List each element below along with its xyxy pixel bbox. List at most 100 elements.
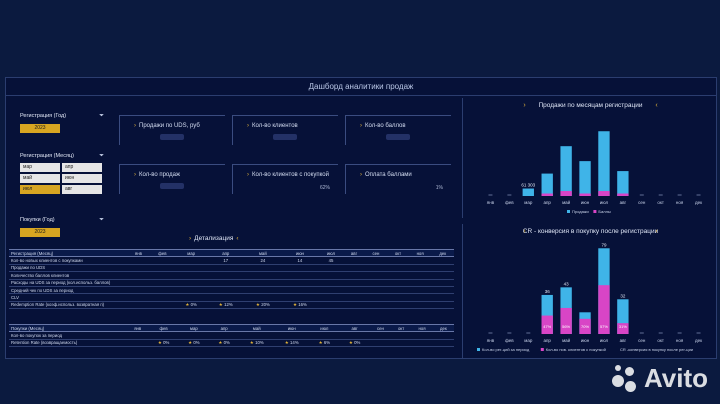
star-icon: ★ <box>284 339 291 345</box>
bar-series-2 <box>617 323 629 334</box>
month-chip-mar[interactable]: мар <box>20 163 60 172</box>
table-cell <box>281 279 319 287</box>
dashboard-title: Дашборд аналитики продаж <box>6 78 716 96</box>
x-tick-label: дек <box>695 338 702 343</box>
bar-series-2 <box>617 193 629 196</box>
kpi-redacted-value <box>273 134 297 140</box>
table-cell <box>318 279 344 287</box>
chevron-left-icon: ‹ <box>655 102 658 109</box>
table-cell <box>207 286 245 295</box>
filter-icon[interactable]: ⏷ <box>99 217 104 223</box>
filter-icon[interactable]: ⏷ <box>99 113 104 119</box>
table-cell <box>408 279 432 287</box>
table-cell <box>149 264 176 273</box>
filter-purch-year: Покупки (Год) ⏷ 2023 <box>20 217 104 237</box>
kpi-card-uds-sales: › Продажи по UDS, руб <box>119 115 225 145</box>
chevron-right-icon: › <box>523 228 526 235</box>
data-label: 32 <box>620 293 626 298</box>
table-cell <box>391 339 412 348</box>
table-cell: 17 <box>207 256 245 265</box>
table-cell: 45 <box>318 256 344 265</box>
table-cell <box>364 279 388 287</box>
table-cell <box>149 256 176 265</box>
month-chip-apr[interactable]: апр <box>62 163 102 172</box>
month-chip-jun[interactable]: июн <box>62 174 102 183</box>
chevron-right-icon: › <box>360 123 362 129</box>
table-cell: ★ 0% <box>175 301 208 310</box>
table-cell <box>411 331 433 340</box>
table-cell: 24 <box>244 256 282 265</box>
table-row: Средний чек по UDS за период <box>9 286 454 295</box>
kpi-card-sales-count: › Кол-во продаж <box>119 164 225 194</box>
table-cell <box>281 271 319 280</box>
month-chip-jul[interactable]: июл <box>20 185 60 194</box>
table-header-month: окт <box>387 248 409 258</box>
table-cell <box>318 301 344 310</box>
table-cell <box>343 286 365 295</box>
table-cell <box>339 331 370 340</box>
table-row: Redemption Rate (коэф.использ. возвратна… <box>9 301 454 310</box>
table-cell <box>387 301 409 310</box>
bar-series-1 <box>541 173 553 196</box>
x-tick-label: дек <box>695 200 702 205</box>
filter-icon[interactable]: ⏷ <box>99 153 104 159</box>
table-row: Кол-во покупок за период <box>9 331 454 340</box>
table-cell: 14 <box>281 256 319 265</box>
table-header-label: Покупки (Месяц) <box>9 323 127 333</box>
table-row: Кол-во новых клиентов с покупками 17 24 14 4… <box>9 256 454 265</box>
table-cell <box>369 331 392 340</box>
filter-reg-year-chip[interactable]: 2023 <box>20 124 60 133</box>
x-tick-label: ноя <box>676 338 684 343</box>
row-label: Redemption Rate (коэф.использ. возвратна… <box>9 301 127 310</box>
x-tick-label: фев <box>505 338 514 343</box>
row-label: Кол-во новых клиентов с покупками <box>9 256 127 265</box>
month-chip-aug[interactable]: авг <box>62 185 102 194</box>
table-cell <box>127 256 150 265</box>
legend-label: Продажи <box>572 209 589 214</box>
table-cell <box>387 271 409 280</box>
kpi-card-points: › Кол-во баллов <box>345 115 451 145</box>
kpi-value: 62% <box>319 185 330 191</box>
row-label: Расходы на UDS за период (кол.использ. б… <box>9 279 127 287</box>
table-cell <box>387 264 409 273</box>
x-tick-label: май <box>562 199 571 205</box>
table-header-month: дек <box>432 323 454 333</box>
chevron-right-icon: › <box>360 172 362 178</box>
bar-series-1 <box>522 188 534 196</box>
table-cell <box>207 279 245 287</box>
detail-table-purchases: Покупки (Месяц) янв фев мар апр май июн июл авг с… <box>9 323 454 348</box>
table-cell <box>318 293 344 302</box>
table-cell <box>175 293 208 302</box>
x-tick-label: ноя <box>676 200 684 205</box>
filter-purch-year-chip[interactable]: 2023 <box>20 228 60 237</box>
table-row: Количество баллов клиентов <box>9 271 454 280</box>
table-header-month: июн <box>274 323 310 333</box>
month-chip-may[interactable]: май <box>20 174 60 183</box>
table-cell <box>343 293 365 302</box>
detail-title: › Детализация ‹ <box>189 235 239 242</box>
chevron-right-icon: › <box>189 235 192 242</box>
legend-label: Кол-во рег-ций за период <box>482 347 530 352</box>
row-label: Кол-во покупок за период <box>9 331 127 340</box>
table-cell <box>207 271 245 280</box>
avito-watermark: Avito <box>611 363 708 394</box>
bar-series-2 <box>560 191 572 196</box>
table-cell <box>148 331 179 340</box>
avito-wordmark: Avito <box>643 363 708 393</box>
table-cell <box>127 264 150 273</box>
table-cell: ★ 0% <box>148 339 179 348</box>
table-header-month: окт <box>391 323 412 333</box>
table-cell <box>244 293 282 302</box>
x-tick-label: июн <box>581 338 590 343</box>
chevron-left-icon: ‹ <box>655 228 658 235</box>
cr-label: 47% <box>543 324 551 329</box>
x-tick-label: янв <box>487 200 495 205</box>
avito-logo-icon <box>611 364 640 393</box>
x-tick-label: янв <box>487 338 495 343</box>
kpi-label: Кол-во клиентов <box>252 123 298 129</box>
legend-label: Кол-во нов. клиентов с покупкой <box>546 347 606 352</box>
data-label: 43 <box>564 281 570 286</box>
table-header-month: май <box>244 248 282 258</box>
table-cell: ★ 6% <box>309 339 340 348</box>
table-header-month: май <box>239 323 275 333</box>
